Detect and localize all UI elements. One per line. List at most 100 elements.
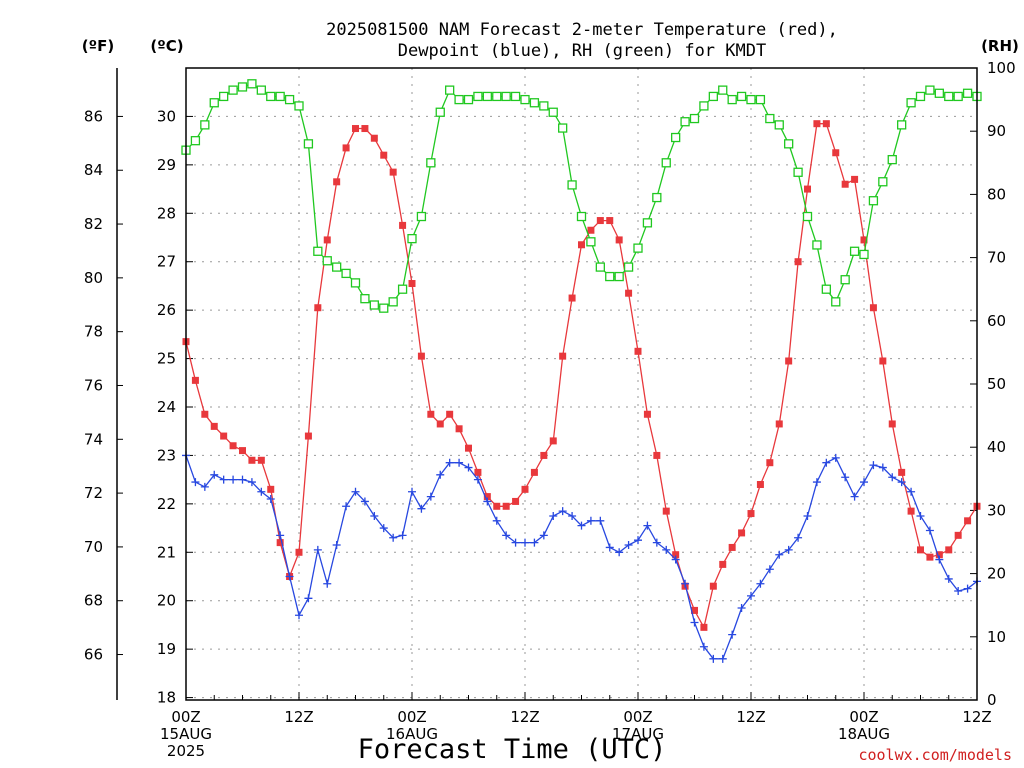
rh-tick-label: 10 <box>987 628 1006 646</box>
2-meter-temperature-point <box>822 120 830 128</box>
rh-point <box>247 79 257 89</box>
dewpoint-point <box>511 538 520 547</box>
2-meter-temperature-point <box>860 236 868 244</box>
rh-point <box>614 271 624 282</box>
rh-point <box>671 132 681 143</box>
2-meter-temperature-point <box>220 432 228 440</box>
dewpoint-point <box>860 478 868 487</box>
2-meter-temperature-point <box>333 178 341 186</box>
dewpoint-point <box>558 507 567 516</box>
rh-point <box>492 91 502 102</box>
dewpoint-point <box>784 545 793 554</box>
dewpoint-point <box>888 473 897 482</box>
credit-text: coolwx.com/models <box>858 746 1012 764</box>
rh-point <box>313 246 323 256</box>
2-meter-temperature-point <box>917 546 924 554</box>
dewpoint-point <box>765 565 774 574</box>
dewpoint-point <box>398 531 407 540</box>
2-meter-temperature-point <box>643 410 651 418</box>
rh-point <box>266 91 276 102</box>
2-meter-temperature-point <box>465 444 472 452</box>
time-tick-label: 17AUG <box>612 725 664 743</box>
rh-point <box>944 91 954 102</box>
rh-point <box>925 85 935 95</box>
2-meter-temperature-point <box>709 582 717 590</box>
2-meter-temperature-point <box>304 432 312 440</box>
2-meter-temperature-point <box>229 442 237 450</box>
rh-point <box>228 85 238 95</box>
dewpoint-point <box>643 521 652 530</box>
rh-point <box>774 120 784 130</box>
dewpoint-point <box>342 502 351 511</box>
dewpoint-point <box>615 548 624 557</box>
2-meter-temperature-point <box>775 420 783 428</box>
rh-point <box>379 303 389 313</box>
rh-point <box>623 262 634 272</box>
dewpoint-point <box>925 526 934 535</box>
rh-point <box>360 294 370 304</box>
rh-point <box>445 85 455 95</box>
rh-point <box>784 139 794 149</box>
rh-point <box>661 158 671 168</box>
2-meter-temperature-point <box>898 468 906 476</box>
rh-point <box>633 243 643 253</box>
2-meter-temperature-point <box>634 347 642 355</box>
rh-point <box>558 123 568 133</box>
dewpoint-point <box>671 555 680 564</box>
2-meter-temperature-point <box>512 497 520 505</box>
rh-tick-label: 50 <box>987 375 1006 393</box>
2-meter-temperature-point <box>615 236 623 244</box>
rh-point <box>463 94 474 105</box>
2-meter-temperature-point <box>841 180 849 188</box>
2-meter-temperature-point <box>813 120 821 128</box>
rh-point <box>369 300 379 310</box>
2-meter-temperature-point <box>191 376 199 384</box>
rh-point <box>294 101 304 111</box>
rh-point <box>736 91 747 102</box>
dewpoint-point <box>916 511 925 520</box>
2-meter-temperature-point <box>276 539 284 547</box>
dewpoint-point <box>351 487 360 496</box>
2-meter-temperature-point <box>446 410 454 418</box>
2-meter-temperature-point <box>474 468 482 476</box>
2-meter-temperature-point <box>361 125 369 133</box>
2-meter-temperature-point <box>483 493 491 501</box>
2-meter-temperature-point <box>380 151 388 159</box>
fahrenheit-tick-label: 78 <box>84 323 103 341</box>
celsius-tick-label: 24 <box>157 398 176 416</box>
rh-point <box>746 94 756 105</box>
rh-point <box>332 262 342 272</box>
2-meter-temperature-point <box>804 185 811 193</box>
2-meter-temperature-point <box>954 531 962 539</box>
rh-point <box>595 262 605 272</box>
rh-point <box>831 297 841 307</box>
2-meter-temperature-point <box>794 258 802 266</box>
fahrenheit-tick-label: 76 <box>84 376 103 394</box>
rh-point <box>680 117 690 127</box>
time-tick-label: 00Z <box>849 708 878 726</box>
2-meter-temperature-point <box>578 241 585 249</box>
dewpoint-point <box>822 458 831 467</box>
2-meter-temperature-point <box>606 217 614 225</box>
dewpoint-point <box>408 487 416 496</box>
fahrenheit-tick-label: 66 <box>84 646 103 664</box>
dewpoint-point <box>586 516 595 525</box>
2-meter-temperature-point <box>455 425 463 433</box>
rh-point <box>605 271 615 282</box>
rh-point <box>256 85 266 95</box>
rh-point <box>915 91 926 102</box>
2-meter-temperature-point <box>869 304 877 312</box>
2-meter-temperature-point <box>314 304 322 312</box>
rh-point <box>520 94 530 105</box>
fahrenheit-tick-label: 70 <box>84 538 103 556</box>
2-meter-temperature-point <box>766 459 774 467</box>
dewpoint-point <box>323 579 332 588</box>
rh-point <box>510 91 521 102</box>
rh-point <box>887 154 897 165</box>
2-meter-temperature-point <box>832 149 840 157</box>
dewpoint-point <box>944 574 953 583</box>
2-meter-temperature-point <box>210 422 218 430</box>
fahrenheit-tick-label: 82 <box>84 215 103 233</box>
rh-point <box>200 120 210 130</box>
